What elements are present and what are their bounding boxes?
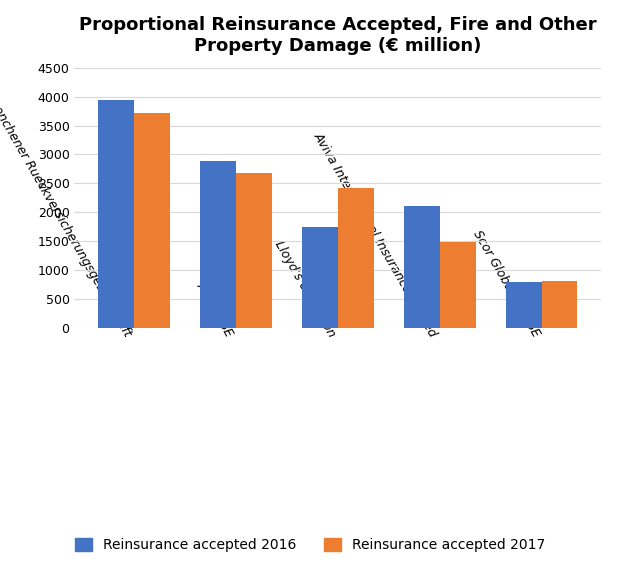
Bar — [506, 282, 542, 328]
Bar — [440, 242, 476, 328]
Title: Proportional Reinsurance Accepted, Fire and Other
Property Damage (€ million): Proportional Reinsurance Accepted, Fire … — [79, 16, 596, 55]
Bar — [404, 206, 440, 328]
Bar — [200, 162, 236, 328]
Bar — [302, 227, 338, 328]
Bar — [542, 281, 577, 328]
Bar — [236, 173, 272, 328]
Bar — [134, 113, 170, 328]
Bar — [338, 188, 374, 328]
Legend: Reinsurance accepted 2016, Reinsurance accepted 2017: Reinsurance accepted 2016, Reinsurance a… — [75, 538, 545, 553]
Bar — [99, 99, 134, 328]
